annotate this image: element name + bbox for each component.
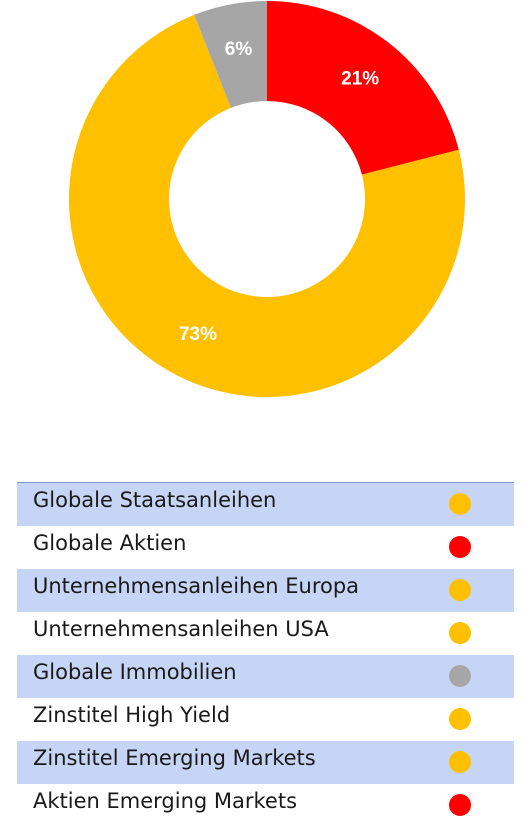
legend-label: Aktien Emerging Markets <box>33 789 298 813</box>
legend-color-dot <box>449 794 471 816</box>
legend-color-dot <box>449 493 471 515</box>
legend-color-dot <box>449 708 471 730</box>
legend-row: Globale Immobilien <box>17 655 514 698</box>
legend-color-dot <box>449 579 471 601</box>
legend-label: Unternehmensanleihen USA <box>33 617 329 641</box>
legend-color-dot <box>449 751 471 773</box>
legend-label: Globale Aktien <box>33 531 187 555</box>
donut-slice <box>267 1 459 175</box>
legend-color-dot <box>449 536 471 558</box>
legend-row: Globale Staatsanleihen <box>17 483 514 526</box>
legend-label: Zinstitel High Yield <box>33 703 231 727</box>
legend-label: Globale Immobilien <box>33 660 237 684</box>
legend-row: Globale Aktien <box>17 526 514 569</box>
legend-row: Unternehmensanleihen Europa <box>17 569 514 612</box>
legend-row: Zinstitel Emerging Markets <box>17 741 514 784</box>
legend-color-dot <box>449 665 471 687</box>
legend-color-dot <box>449 622 471 644</box>
legend-label: Zinstitel Emerging Markets <box>33 746 316 770</box>
legend-label: Globale Staatsanleihen <box>33 488 277 512</box>
donut-chart: 21% 73% 6% <box>68 1 465 397</box>
donut-slice <box>68 14 465 397</box>
slice-label: 21% <box>341 68 379 89</box>
donut-slice <box>194 1 267 108</box>
legend-label: Unternehmensanleihen Europa <box>33 574 360 598</box>
legend-row: Aktien Emerging Markets <box>17 784 514 827</box>
slice-label: 73% <box>179 324 217 345</box>
legend-table: Globale Staatsanleihen Globale Aktien Unte… <box>17 482 514 827</box>
slice-label: 6% <box>225 39 253 60</box>
legend-row: Unternehmensanleihen USA <box>17 612 514 655</box>
legend-row: Zinstitel High Yield <box>17 698 514 741</box>
